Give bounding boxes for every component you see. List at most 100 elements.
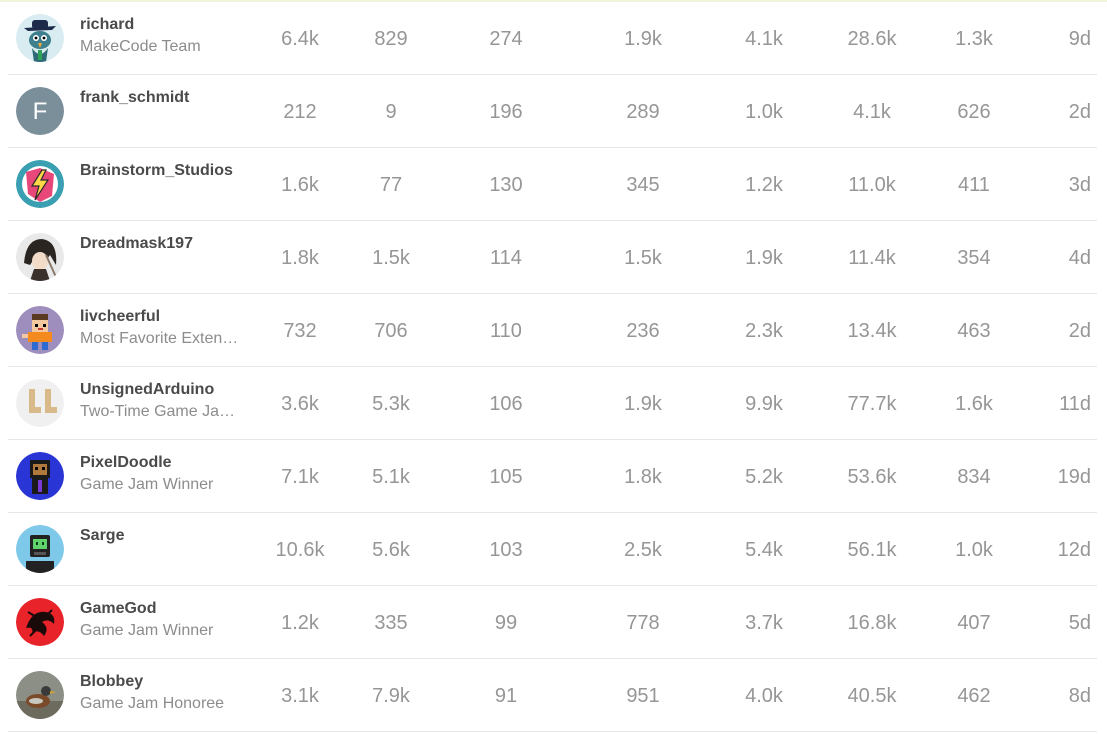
stat-cell: 463	[957, 320, 991, 342]
table-row[interactable]: F frank_schmidt 212 9 196 289 1.0k 4.1k …	[8, 75, 1097, 148]
stat-cell: 9	[385, 101, 397, 123]
last-visited-cell: 19d	[1057, 466, 1091, 488]
stat-cell: 626	[957, 101, 991, 123]
stat-cell: 196	[489, 101, 523, 123]
stat-cell: 829	[374, 28, 408, 50]
stat-cell: 274	[489, 28, 523, 50]
username[interactable]: richard	[80, 16, 135, 33]
stat-cell: 106	[489, 393, 523, 415]
stat-cell: 2.3k	[745, 320, 783, 342]
username[interactable]: frank_schmidt	[80, 89, 190, 106]
stat-cell: 289	[626, 101, 660, 123]
stat-cell: 1.9k	[624, 28, 662, 50]
stat-cell: 5.3k	[372, 393, 410, 415]
username[interactable]: UnsignedArduino	[80, 381, 215, 398]
user-title: Game Jam Winner	[80, 476, 214, 493]
lightning-avatar[interactable]	[16, 160, 64, 208]
username[interactable]: Sarge	[80, 527, 125, 544]
last-visited-cell: 2d	[1068, 320, 1091, 342]
last-visited-cell: 8d	[1068, 685, 1091, 707]
stat-cell: 706	[374, 320, 408, 342]
stat-cell: 103	[489, 539, 523, 561]
last-visited-cell: 5d	[1068, 612, 1091, 634]
table-row[interactable]: GameGod Game Jam Winner 1.2k 335 99 778 …	[8, 586, 1097, 659]
stat-cell: 11.4k	[848, 247, 896, 269]
stat-cell: 13.4k	[847, 320, 897, 342]
pixel-character-avatar[interactable]	[16, 452, 64, 500]
last-visited-cell: 3d	[1068, 174, 1091, 196]
stat-cell: 11.0k	[848, 174, 896, 196]
table-row[interactable]: Sarge 10.6k 5.6k 103 2.5k 5.4k 56.1k 1.0…	[8, 513, 1097, 586]
anime-character-avatar[interactable]	[16, 233, 64, 281]
last-visited-cell: 9d	[1068, 28, 1091, 50]
stat-cell: 4.1k	[745, 28, 783, 50]
stat-cell: 1.3k	[955, 28, 993, 50]
last-visited-cell: 2d	[1068, 101, 1091, 123]
user-title: Most Favorite Extension Creator	[80, 330, 242, 347]
table-row[interactable]: Dreadmask197 1.8k 1.5k 114 1.5k 1.9k 11.…	[8, 221, 1097, 294]
stat-cell: 1.6k	[955, 393, 993, 415]
hat-bird-avatar[interactable]	[16, 14, 64, 62]
username[interactable]: Dreadmask197	[80, 235, 193, 252]
table-row[interactable]: richard MakeCode Team 6.4k 829 274 1.9k …	[8, 2, 1097, 75]
avatar-initial: F	[33, 98, 48, 125]
stat-cell: 1.8k	[281, 247, 319, 269]
stat-cell: 5.4k	[745, 539, 783, 561]
username[interactable]: livcheerful	[80, 308, 161, 325]
stat-cell: 411	[958, 174, 990, 196]
table-row[interactable]: UnsignedArduino Two-Time Game Jam Winner…	[8, 367, 1097, 440]
stat-cell: 77.7k	[847, 393, 897, 415]
stat-cell: 1.9k	[624, 393, 662, 415]
stat-cell: 1.2k	[281, 612, 319, 634]
stat-cell: 40.5k	[847, 685, 897, 707]
stat-cell: 1.6k	[281, 174, 319, 196]
stat-cell: 110	[490, 320, 522, 342]
stat-cell: 345	[626, 174, 660, 196]
user-title: MakeCode Team	[80, 38, 201, 55]
dragon-avatar[interactable]	[16, 598, 64, 646]
last-visited-cell: 11d	[1059, 393, 1091, 415]
table-row[interactable]: PixelDoodle Game Jam Winner 7.1k 5.1k 10…	[8, 440, 1097, 513]
stat-cell: 236	[626, 320, 660, 342]
robot-avatar[interactable]	[16, 525, 64, 573]
username[interactable]: PixelDoodle	[80, 454, 172, 471]
username[interactable]: Blobbey	[80, 673, 144, 690]
stat-cell: 77	[379, 174, 403, 196]
stat-cell: 5.2k	[745, 466, 783, 488]
stat-cell: 1.5k	[372, 247, 410, 269]
stat-cell: 1.5k	[624, 247, 662, 269]
pixel-person-avatar[interactable]	[16, 306, 64, 354]
stat-cell: 778	[626, 612, 660, 634]
stat-cell: 16.8k	[847, 612, 897, 634]
username[interactable]: Brainstorm_Studios	[80, 162, 233, 179]
user-title: Game Jam Honoree	[80, 695, 225, 712]
table-row[interactable]: Blobbey Game Jam Honoree 3.1k 7.9k 91 95…	[8, 659, 1097, 732]
stat-cell: 1.0k	[745, 101, 783, 123]
stat-cell: 7.1k	[281, 466, 319, 488]
stat-cell: 2.5k	[624, 539, 662, 561]
stat-cell: 7.9k	[372, 685, 410, 707]
stat-cell: 91	[494, 685, 518, 707]
stat-cell: 1.0k	[955, 539, 993, 561]
stat-cell: 3.1k	[281, 685, 319, 707]
blocks-avatar[interactable]	[16, 379, 64, 427]
stat-cell: 5.6k	[372, 539, 410, 561]
stat-cell: 335	[374, 612, 408, 634]
stat-cell: 5.1k	[372, 466, 410, 488]
stat-cell: 834	[957, 466, 991, 488]
last-visited-cell: 12d	[1057, 539, 1091, 561]
duck-photo-avatar[interactable]	[16, 671, 64, 719]
table-row[interactable]: Brainstorm_Studios 1.6k 77 130 345 1.2k …	[8, 148, 1097, 221]
top-divider	[0, 0, 1107, 2]
table-row[interactable]: livcheerful Most Favorite Extension Crea…	[8, 294, 1097, 367]
username[interactable]: GameGod	[80, 600, 157, 617]
stat-cell: 6.4k	[281, 28, 319, 50]
stat-cell: 3.7k	[745, 612, 783, 634]
stat-cell: 105	[489, 466, 523, 488]
stat-cell: 1.8k	[624, 466, 662, 488]
letter-avatar[interactable]: F	[16, 87, 64, 135]
stat-cell: 4.1k	[853, 101, 891, 123]
stat-cell: 99	[494, 612, 518, 634]
stat-cell: 53.6k	[847, 466, 897, 488]
stat-cell: 10.6k	[275, 539, 325, 561]
